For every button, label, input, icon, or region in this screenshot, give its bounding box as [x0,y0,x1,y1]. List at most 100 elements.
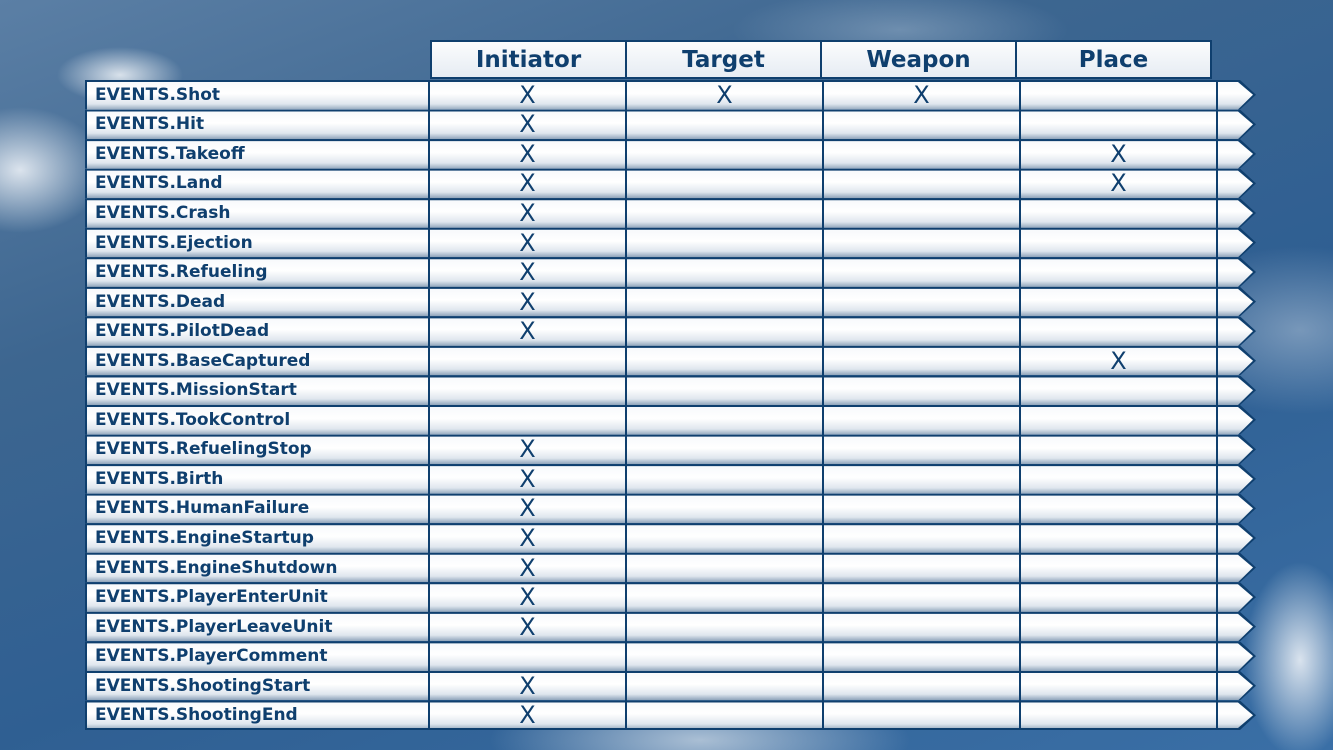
cell-target [627,641,824,671]
event-name: EVENTS.ShootingEnd [85,700,430,731]
cell-target [627,523,824,553]
row-chevron [87,347,1253,376]
cell-place [1021,641,1218,671]
table-row: EVENTS.PlayerEnterUnit X [85,582,1256,612]
row-chevron [87,200,1253,228]
row-chevron [87,170,1253,199]
cell-weapon [824,464,1021,494]
event-name: EVENTS.EngineStartup [85,523,430,553]
event-name: EVENTS.Crash [85,198,430,228]
table-header: Initiator Target Weapon Place [430,40,1212,79]
cell-target [627,405,824,435]
cell-initiator: X [430,552,627,583]
cell-weapon [824,109,1021,140]
column-header-weapon: Weapon [822,40,1017,79]
cell-place [1021,493,1218,524]
cell-initiator: X [430,286,627,317]
cell-initiator: X [430,227,627,258]
cell-weapon [824,286,1021,317]
table-row: EVENTS.EngineShutdown X [85,552,1256,583]
cell-target [627,316,824,346]
cell-weapon [824,552,1021,583]
cell-weapon [824,227,1021,258]
event-name: EVENTS.Takeoff [85,139,430,169]
event-name: EVENTS.Shot [85,80,430,110]
event-name: EVENTS.EngineShutdown [85,552,430,583]
cell-target [627,582,824,612]
cell-weapon [824,316,1021,346]
row-chevron [87,81,1253,110]
cell-weapon: X [824,80,1021,110]
cell-weapon [824,523,1021,553]
row-chevron [87,259,1253,287]
cell-place [1021,670,1218,701]
cell-place [1021,286,1218,317]
cell-initiator: X [430,493,627,524]
cell-place [1021,316,1218,346]
row-chevron [87,554,1253,583]
row-chevron [87,288,1253,317]
cell-initiator: X [430,168,627,199]
row-chevron [87,495,1253,524]
table-row: EVENTS.EngineStartup X [85,523,1256,553]
event-name: EVENTS.RefuelingStop [85,434,430,465]
cell-weapon [824,257,1021,287]
cell-place [1021,434,1218,465]
cell-initiator [430,405,627,435]
cell-initiator: X [430,523,627,553]
cell-place: X [1021,345,1218,376]
cell-place: X [1021,139,1218,169]
row-chevron [87,318,1253,346]
cell-target [627,611,824,642]
event-name: EVENTS.Birth [85,464,430,494]
table-row: EVENTS.HumanFailure X [85,493,1256,524]
event-name: EVENTS.Ejection [85,227,430,258]
cell-place [1021,227,1218,258]
cell-target [627,139,824,169]
cell-target [627,700,824,731]
cell-target [627,375,824,406]
table-row: EVENTS.PlayerComment [85,641,1256,671]
cell-weapon [824,700,1021,731]
cell-target [627,168,824,199]
event-name: EVENTS.Refueling [85,257,430,287]
cell-target [627,434,824,465]
cell-initiator: X [430,80,627,110]
column-header-target: Target [627,40,822,79]
cell-place [1021,700,1218,731]
event-name: EVENTS.PilotDead [85,316,430,346]
cell-initiator: X [430,316,627,346]
cell-weapon [824,670,1021,701]
cell-initiator: X [430,700,627,731]
row-chevron [87,672,1253,701]
table-row: EVENTS.PlayerLeaveUnit X [85,611,1256,642]
table-row: EVENTS.Dead X [85,286,1256,317]
table-row: EVENTS.MissionStart [85,375,1256,406]
event-name: EVENTS.ShootingStart [85,670,430,701]
event-name: EVENTS.BaseCaptured [85,345,430,376]
cell-weapon [824,139,1021,169]
cell-weapon [824,611,1021,642]
cell-target [627,257,824,287]
event-name: EVENTS.Dead [85,286,430,317]
cell-initiator [430,375,627,406]
cell-target [627,198,824,228]
cell-weapon [824,582,1021,612]
row-chevron [87,377,1253,406]
cell-place [1021,523,1218,553]
event-name: EVENTS.PlayerEnterUnit [85,582,430,612]
row-chevron [87,141,1253,169]
row-chevron [87,466,1253,494]
cell-initiator [430,641,627,671]
cell-place: X [1021,168,1218,199]
table-row: EVENTS.RefuelingStop X [85,434,1256,465]
row-chevron [87,613,1253,642]
event-name: EVENTS.PlayerComment [85,641,430,671]
row-chevron [85,700,1256,730]
cell-place [1021,405,1218,435]
cell-weapon [824,345,1021,376]
row-chevron [87,229,1253,258]
event-name: EVENTS.HumanFailure [85,493,430,524]
table-row: EVENTS.BaseCaptured X [85,345,1256,376]
cell-weapon [824,375,1021,406]
